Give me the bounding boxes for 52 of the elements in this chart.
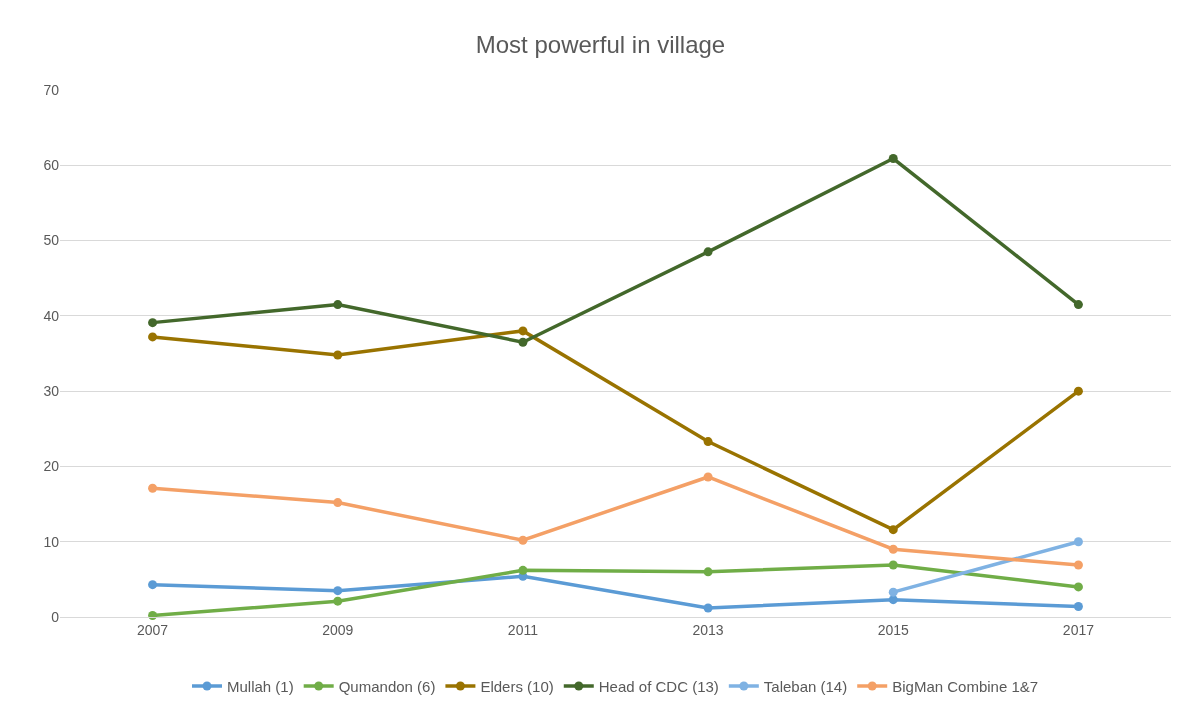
point <box>333 350 343 360</box>
point <box>703 437 713 447</box>
legend-label: Head of CDC (13) <box>598 677 719 695</box>
point <box>518 326 528 336</box>
legend-label: Taleban (14) <box>763 677 848 695</box>
point <box>518 535 528 545</box>
point <box>1073 300 1083 310</box>
point <box>1073 601 1083 611</box>
chart-title: Most powerful in village <box>475 30 726 58</box>
point <box>333 596 343 606</box>
point <box>1073 560 1083 570</box>
y-tick-label: 70 <box>43 81 60 98</box>
x-tick-label: 2015 <box>877 621 910 638</box>
point <box>1073 386 1083 396</box>
point <box>148 318 158 328</box>
point <box>703 567 713 577</box>
point <box>148 332 158 342</box>
point <box>333 498 343 508</box>
point <box>148 580 158 590</box>
point <box>888 525 898 535</box>
point <box>148 610 158 620</box>
y-tick-label: 30 <box>43 383 60 400</box>
point <box>1073 537 1083 547</box>
point <box>888 154 898 164</box>
x-tick-label: 2007 <box>137 621 169 638</box>
point <box>333 300 343 310</box>
y-tick-label: 50 <box>43 232 60 249</box>
point <box>1073 582 1083 592</box>
point <box>518 565 528 575</box>
y-tick-label: 0 <box>51 608 60 625</box>
point <box>518 337 528 347</box>
point <box>333 586 343 596</box>
y-tick-label: 40 <box>43 307 60 324</box>
legend-label: Qumandon (6) <box>338 677 436 695</box>
point <box>888 560 898 570</box>
point <box>888 595 898 605</box>
x-tick-label: 2011 <box>507 621 539 638</box>
point <box>888 544 898 554</box>
legend-label: Mullah (1) <box>227 677 294 695</box>
point <box>703 603 713 613</box>
point <box>703 472 713 482</box>
y-tick-label: 10 <box>43 533 60 550</box>
y-tick-label: 20 <box>43 458 60 475</box>
point <box>703 247 713 257</box>
legend-label: Elders (10) <box>480 677 554 695</box>
x-tick-label: 2009 <box>322 621 354 638</box>
point <box>888 587 898 597</box>
y-tick-label: 60 <box>43 157 60 174</box>
x-tick-label: 2017 <box>1062 621 1095 638</box>
point <box>148 483 158 493</box>
legend-label: BigMan Combine 1&7 <box>892 677 1039 695</box>
x-tick-label: 2013 <box>692 621 724 638</box>
